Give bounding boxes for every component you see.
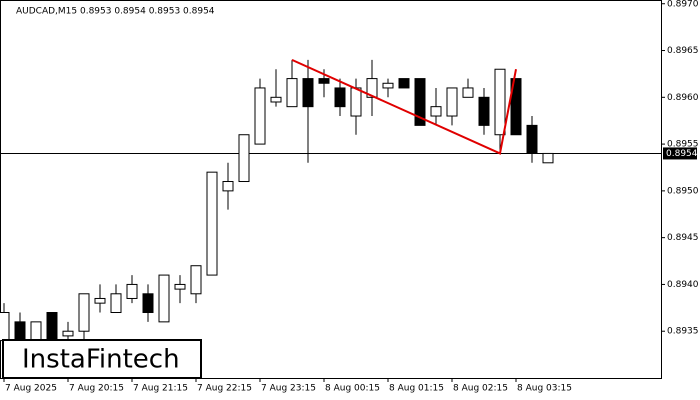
candle-body	[270, 96, 282, 103]
x-tick-label: 8 Aug 03:15	[517, 384, 572, 394]
candle-body	[142, 293, 154, 314]
plot-frame	[0, 0, 662, 379]
y-tick-label: 0.8950	[667, 186, 699, 196]
candle-body	[78, 293, 90, 332]
candle-body	[446, 87, 458, 117]
candle-body	[510, 78, 522, 136]
candle-body	[366, 78, 378, 98]
candle-body	[46, 312, 58, 342]
candle-body	[382, 82, 394, 89]
x-tick-label: 8 Aug 00:15	[325, 384, 380, 394]
candle-body	[62, 330, 74, 337]
y-tick-label: 0.8965	[667, 46, 699, 56]
y-tick-label: 0.8935	[667, 327, 699, 337]
chart-title: AUDCAD,M15 0.8953 0.8954 0.8953 0.8954	[16, 7, 215, 17]
candle-body	[174, 283, 186, 290]
candle-body	[126, 283, 138, 299]
candle-body	[494, 68, 506, 136]
candle-body	[350, 87, 362, 117]
candle-body	[286, 78, 298, 108]
candle-body	[478, 96, 490, 126]
candle-body	[158, 274, 170, 323]
y-tick-label: 0.8940	[667, 280, 699, 290]
candle-body	[254, 87, 266, 145]
candle-body	[542, 152, 554, 164]
y-tick-label: 0.8955	[667, 140, 699, 150]
pattern-line	[291, 58, 517, 155]
x-tick-label: 7 Aug 2025	[5, 384, 57, 394]
x-tick-label: 7 Aug 23:15	[261, 384, 316, 394]
candle-body	[398, 78, 410, 89]
candle-body	[0, 312, 10, 342]
x-tick-label: 8 Aug 01:15	[389, 384, 444, 394]
logo-box	[2, 339, 202, 379]
logo-text: InstaFintech	[22, 345, 180, 375]
x-tick-label: 8 Aug 02:15	[453, 384, 508, 394]
candle-body	[526, 124, 538, 154]
candle-body	[30, 321, 42, 342]
candle-body	[302, 78, 314, 108]
candle-body	[238, 134, 250, 183]
candle-body	[190, 265, 202, 295]
logo: InstaFintech	[2, 339, 202, 379]
candle-body	[462, 87, 474, 98]
candle-body	[94, 297, 106, 304]
candle-body	[334, 87, 346, 108]
price-label-box	[663, 147, 697, 160]
x-tick-label: 7 Aug 21:15	[133, 384, 188, 394]
candle-body	[110, 293, 122, 314]
candle-body	[318, 78, 330, 84]
candle-body	[430, 106, 442, 117]
price-label: 0.8954	[666, 149, 698, 159]
x-tick-label: 7 Aug 20:15	[69, 384, 124, 394]
y-tick-label: 0.8945	[667, 233, 699, 243]
candle-body	[222, 181, 234, 192]
candle-body	[206, 171, 218, 276]
y-tick-label: 0.8960	[667, 93, 699, 103]
x-tick-label: 7 Aug 22:15	[197, 384, 252, 394]
candle-body	[14, 321, 26, 342]
candle-body	[414, 78, 426, 126]
y-tick-label: 0.8970	[667, 0, 699, 9]
